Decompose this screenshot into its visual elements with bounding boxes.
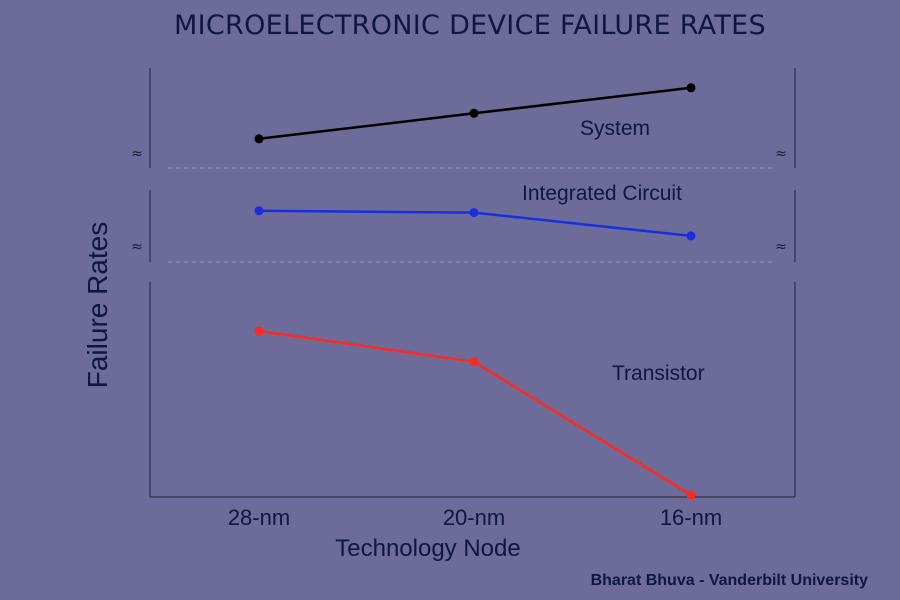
y-axis-label: Failure Rates [82,222,113,389]
data-point-integrated-circuit [254,206,264,216]
axis-break-icon: ≈ [775,146,787,162]
data-point-transistor [254,326,264,336]
x-tick-label: 20-nm [443,505,505,530]
x-axis-label: Technology Node [335,535,520,562]
credit-text: Bharat Bhuva - Vanderbilt University [591,572,869,589]
series-label-transistor: Transistor [612,362,705,385]
series-label-integrated-circuit: Integrated Circuit [522,182,682,205]
axis-break-icon: ≈ [775,239,787,255]
chart-title: MICROELECTRONIC DEVICE FAILURE RATES [174,10,766,41]
axis-break-icon: ≈ [131,146,143,162]
data-point-integrated-circuit [469,208,479,218]
series-layer [254,83,696,500]
x-tick-label: 16-nm [660,505,722,530]
data-point-integrated-circuit [686,231,696,241]
series-label-system: System [580,117,650,140]
data-point-system [469,108,479,118]
data-point-system [686,83,696,93]
axis-break-icon: ≈ [131,239,143,255]
x-tick-label: 28-nm [228,505,290,530]
data-point-transistor [469,357,479,367]
series-line-transistor [258,329,692,497]
data-point-transistor [686,490,696,500]
x-ticks: 28-nm 20-nm 16-nm [228,505,722,530]
data-point-system [254,134,264,144]
